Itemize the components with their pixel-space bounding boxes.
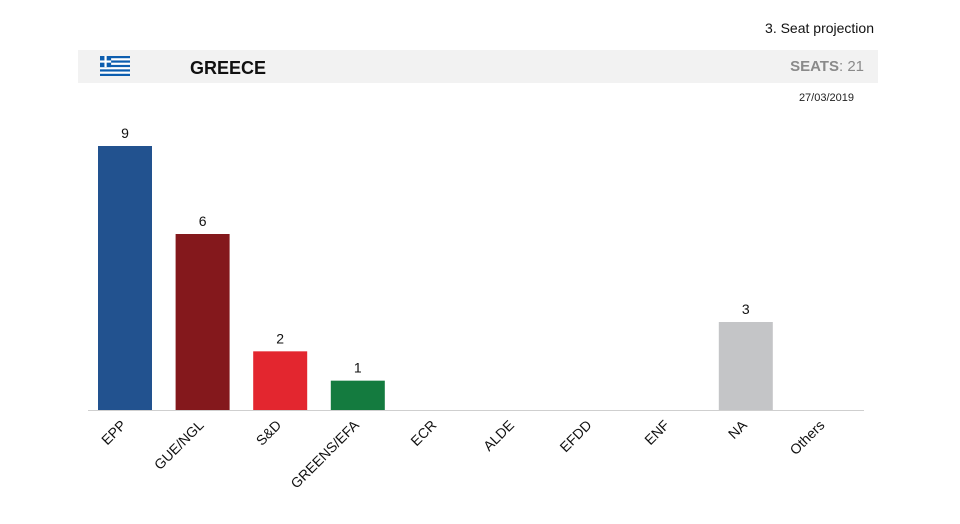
x-tick-label: ENF [641,417,672,448]
seats-total: SEATS: 21 [790,58,864,75]
bar-na [718,322,773,410]
x-tick-label: EFDD [556,417,594,455]
x-tick-label: S&D [253,417,285,449]
seats-label: SEATS [790,58,839,75]
data-label: 9 [121,125,129,141]
seats-value: 21 [847,58,864,75]
x-tick-label: EPP [98,417,129,448]
bar-greens-efa [330,380,385,410]
bar-gue-ngl [175,234,230,410]
data-label: 1 [354,360,362,376]
x-tick-label: GUE/NGL [151,417,207,473]
x-tick-label: NA [725,416,751,442]
x-tick-label: GREENS/EFA [287,416,362,491]
projection-date: 27/03/2019 [798,92,854,104]
greece-flag-icon [100,56,130,76]
x-tick-label: ALDE [480,417,517,454]
section-title: 3. Seat projection [765,20,874,36]
data-label: 6 [199,213,207,229]
bar-s-d [253,351,308,410]
x-tick-label: ECR [407,417,439,449]
country-header: GREECE SEATS: 21 [78,50,878,83]
data-label: 3 [742,301,750,317]
data-label: 2 [276,330,284,346]
country-name: GREECE [190,58,267,78]
bar-epp [98,146,152,410]
x-tick-label: Others [786,417,827,458]
